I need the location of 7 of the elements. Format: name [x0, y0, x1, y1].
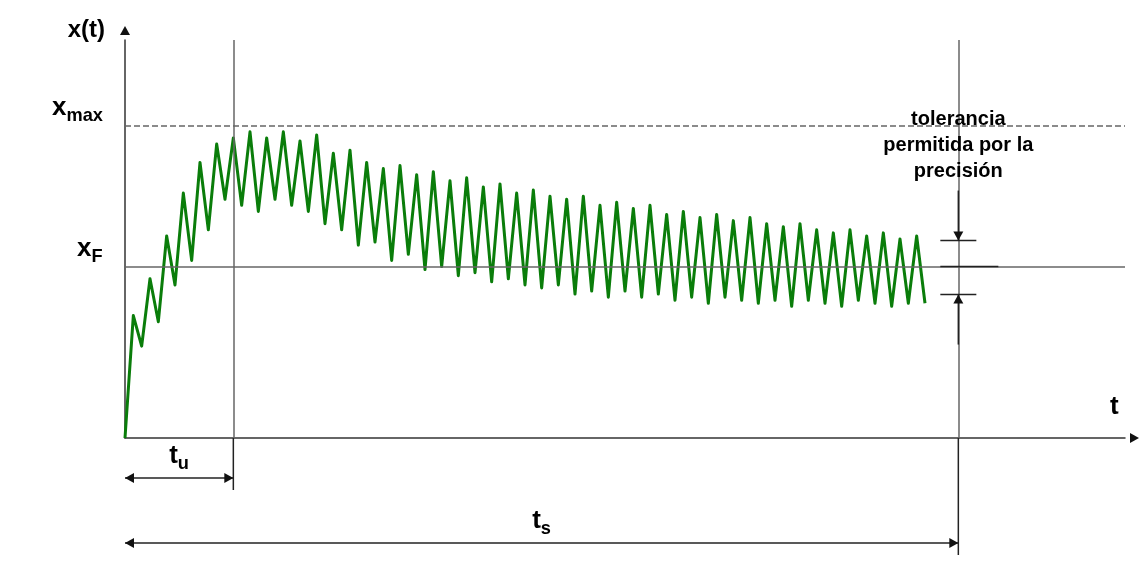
y-axis-title: x(t) — [67, 14, 105, 42]
ref-line-label: x$_{F}$ — [77, 231, 103, 267]
annotation: tolerancia permitida por la precisión — [882, 105, 1035, 183]
text: t$_{s}$ — [532, 504, 551, 540]
text: t$_{u}$ — [169, 439, 189, 475]
x-axis-title: t — [1110, 390, 1119, 420]
ref-line-label: x$_{max}$ — [52, 90, 103, 126]
